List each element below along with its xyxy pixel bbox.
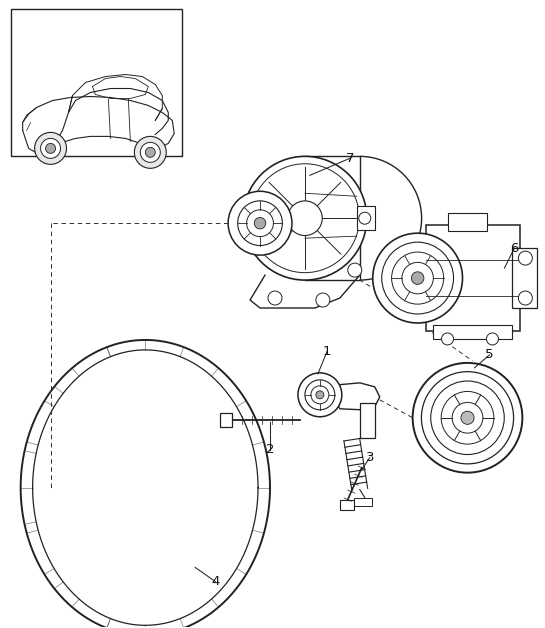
Circle shape [518,251,532,265]
Circle shape [421,372,513,464]
Circle shape [518,291,532,305]
Circle shape [487,333,499,345]
Circle shape [238,201,282,246]
Circle shape [243,156,367,280]
Circle shape [35,133,66,165]
Circle shape [392,252,444,304]
Circle shape [359,212,371,224]
Bar [433,325,512,339]
Circle shape [146,148,155,158]
Circle shape [348,263,362,277]
Bar [354,497,372,506]
Text: 3: 3 [366,451,374,464]
Text: 1: 1 [323,345,331,359]
Circle shape [311,386,329,404]
Circle shape [135,136,166,168]
Bar [220,413,232,427]
Text: 6: 6 [510,242,519,254]
Circle shape [251,164,359,273]
Bar [357,206,375,230]
Bar [340,500,354,509]
Circle shape [441,391,494,444]
Circle shape [373,233,463,323]
Circle shape [255,217,266,229]
Bar [11,9,182,156]
Circle shape [402,263,433,294]
Circle shape [247,210,274,237]
Circle shape [40,138,60,158]
Circle shape [46,143,56,153]
Circle shape [431,381,504,455]
Bar [512,248,537,308]
Circle shape [461,411,474,425]
Bar [360,403,375,438]
Circle shape [141,143,160,162]
Circle shape [228,192,292,255]
Circle shape [288,201,322,236]
Circle shape [382,242,453,314]
Bar [426,225,520,331]
Circle shape [452,403,483,433]
Text: 5: 5 [485,349,494,361]
Bar [447,214,487,231]
Text: 4: 4 [211,575,219,588]
Circle shape [268,291,282,305]
Text: 7: 7 [346,152,354,165]
Circle shape [316,293,330,307]
Circle shape [298,373,342,417]
Bar [305,156,360,280]
Text: 2: 2 [266,443,274,456]
Circle shape [411,272,424,284]
Circle shape [305,380,335,410]
Circle shape [316,391,324,399]
Circle shape [441,333,453,345]
Circle shape [413,363,522,473]
